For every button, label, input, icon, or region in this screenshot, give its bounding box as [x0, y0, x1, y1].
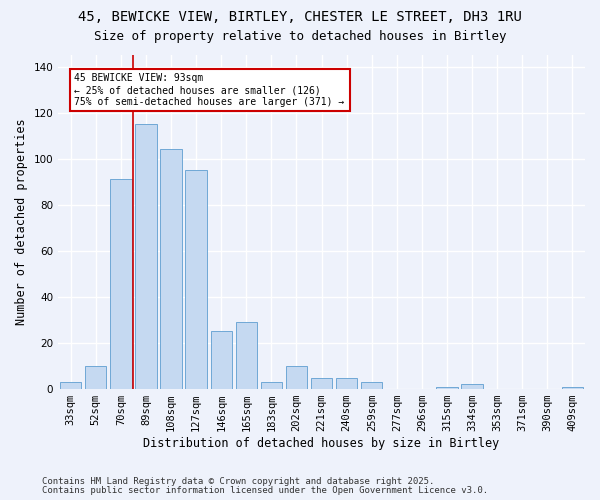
- Bar: [185, 170, 207, 389]
- Bar: [85, 366, 106, 389]
- Text: Size of property relative to detached houses in Birtley: Size of property relative to detached ho…: [94, 30, 506, 43]
- Bar: [461, 384, 483, 389]
- Bar: [160, 150, 182, 389]
- Text: 45, BEWICKE VIEW, BIRTLEY, CHESTER LE STREET, DH3 1RU: 45, BEWICKE VIEW, BIRTLEY, CHESTER LE ST…: [78, 10, 522, 24]
- Y-axis label: Number of detached properties: Number of detached properties: [15, 118, 28, 326]
- Text: Contains HM Land Registry data © Crown copyright and database right 2025.: Contains HM Land Registry data © Crown c…: [42, 477, 434, 486]
- Bar: [136, 124, 157, 389]
- Bar: [286, 366, 307, 389]
- Bar: [562, 387, 583, 389]
- Bar: [436, 387, 458, 389]
- Bar: [211, 332, 232, 389]
- Bar: [110, 180, 131, 389]
- Bar: [261, 382, 282, 389]
- Bar: [311, 378, 332, 389]
- Bar: [236, 322, 257, 389]
- Text: 45 BEWICKE VIEW: 93sqm
← 25% of detached houses are smaller (126)
75% of semi-de: 45 BEWICKE VIEW: 93sqm ← 25% of detached…: [74, 74, 345, 106]
- Text: Contains public sector information licensed under the Open Government Licence v3: Contains public sector information licen…: [42, 486, 488, 495]
- Bar: [336, 378, 358, 389]
- Bar: [361, 382, 382, 389]
- X-axis label: Distribution of detached houses by size in Birtley: Distribution of detached houses by size …: [143, 437, 500, 450]
- Bar: [60, 382, 82, 389]
